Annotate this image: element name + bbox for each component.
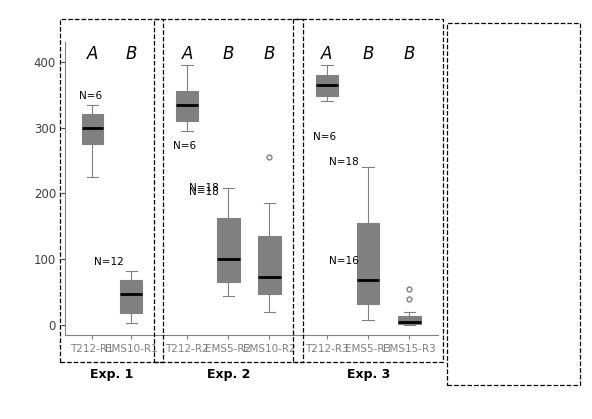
Text: A: A	[86, 45, 98, 63]
Text: B: B	[264, 45, 275, 63]
PathPatch shape	[82, 114, 103, 144]
Text: N=18: N=18	[189, 187, 219, 197]
Text: Exp. 1: Exp. 1	[90, 367, 133, 381]
Text: N=6: N=6	[79, 91, 102, 101]
Text: A: A	[321, 45, 333, 63]
Text: N=18: N=18	[329, 157, 359, 167]
PathPatch shape	[316, 75, 338, 96]
Text: N=18: N=18	[189, 184, 219, 194]
PathPatch shape	[121, 280, 142, 313]
Text: B: B	[126, 45, 137, 63]
PathPatch shape	[176, 91, 198, 121]
Text: N=6: N=6	[313, 132, 336, 142]
Text: N=12: N=12	[94, 257, 124, 267]
Text: N=16: N=16	[329, 256, 359, 266]
Text: B: B	[223, 45, 234, 63]
PathPatch shape	[357, 223, 379, 304]
PathPatch shape	[258, 236, 281, 294]
Text: B: B	[362, 45, 374, 63]
Text: Exp. 2: Exp. 2	[207, 367, 250, 381]
Text: B: B	[404, 45, 415, 63]
PathPatch shape	[217, 218, 240, 282]
Text: N=6: N=6	[173, 141, 196, 151]
Text: A: A	[182, 45, 193, 63]
PathPatch shape	[398, 316, 420, 324]
Text: Exp. 3: Exp. 3	[346, 367, 390, 381]
